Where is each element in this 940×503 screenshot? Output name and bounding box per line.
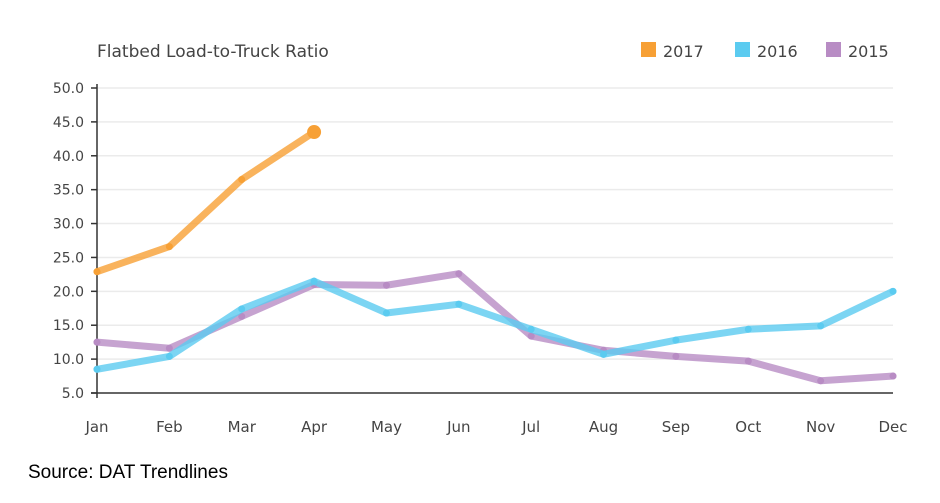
x-tick-label: Jun <box>446 418 470 436</box>
series-line-2017 <box>93 128 318 276</box>
y-tick-label: 15.0 <box>53 318 84 334</box>
legend-swatch-2016 <box>735 42 750 57</box>
legend-swatch-2017 <box>641 42 656 57</box>
x-tick-label: Oct <box>735 418 761 436</box>
x-tick-label: Jul <box>521 418 540 436</box>
data-point-2015 <box>93 338 101 346</box>
data-point-2016 <box>672 336 680 344</box>
series-line-2015 <box>93 270 897 385</box>
y-tick-label: 20.0 <box>53 284 84 300</box>
y-tick-label: 40.0 <box>53 149 84 165</box>
x-tick-label: Sep <box>662 418 690 436</box>
data-point-2015 <box>744 357 752 365</box>
data-point-2016 <box>165 352 173 360</box>
x-tick-label: Feb <box>156 418 183 436</box>
x-tick-label: Nov <box>806 418 835 436</box>
chart-title: Flatbed Load-to-Truck Ratio <box>97 42 329 62</box>
x-tick-label: Dec <box>878 418 907 436</box>
data-point-2015 <box>672 352 680 360</box>
y-tick-label: 45.0 <box>53 115 84 131</box>
data-point-2017 <box>307 125 322 140</box>
data-point-2016 <box>455 300 463 308</box>
y-tick-label: 50.0 <box>53 81 84 97</box>
x-tick-label: May <box>371 418 402 436</box>
data-point-2015 <box>889 372 897 380</box>
data-point-2016 <box>817 322 825 330</box>
series-line-2016 <box>93 277 897 373</box>
data-point-2015 <box>238 312 246 320</box>
data-point-2015 <box>455 270 463 278</box>
x-tick-label: Jan <box>84 418 108 436</box>
data-point-2015 <box>527 332 535 340</box>
legend-label-2017: 2017 <box>663 42 704 61</box>
legend-label-2016: 2016 <box>757 42 798 61</box>
data-point-2015 <box>382 281 390 289</box>
line-chart: Flatbed Load-to-Truck Ratio 50.0 45.0 40.0… <box>53 42 908 436</box>
y-tick-label: 35.0 <box>53 183 84 199</box>
data-point-2017 <box>238 176 246 183</box>
x-tick-label: Aug <box>589 418 618 436</box>
data-point-2016 <box>744 325 752 333</box>
y-tick-label: 10.0 <box>53 352 84 368</box>
y-tick-label: 25.0 <box>53 250 84 266</box>
data-point-2017 <box>165 243 173 251</box>
x-tick-label: Apr <box>301 418 328 436</box>
data-point-2016 <box>889 287 897 295</box>
data-point-2016 <box>382 309 390 317</box>
source-note: Source: DAT Trendlines <box>28 462 228 483</box>
y-tick-label: 5.0 <box>62 386 84 402</box>
data-point-2017 <box>93 268 101 276</box>
x-tick-label: Mar <box>228 418 257 436</box>
legend-swatch-2015 <box>826 42 841 57</box>
data-point-2016 <box>527 325 535 333</box>
data-point-2016 <box>93 365 101 373</box>
data-point-2016 <box>310 277 318 285</box>
data-point-2016 <box>600 350 608 358</box>
data-point-2015 <box>165 344 173 352</box>
legend-label-2015: 2015 <box>848 42 889 61</box>
data-point-2015 <box>817 377 825 385</box>
data-point-2016 <box>238 305 246 313</box>
y-tick-label: 30.0 <box>53 217 84 233</box>
